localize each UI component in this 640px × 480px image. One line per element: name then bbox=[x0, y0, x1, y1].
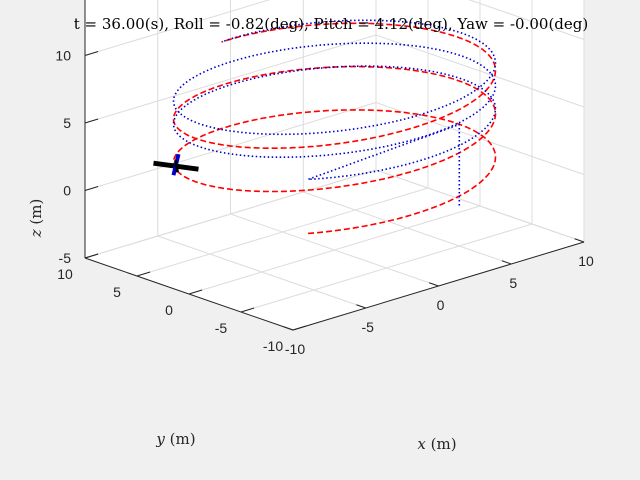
x-tick bbox=[574, 238, 585, 243]
z-gridline bbox=[84, 0, 271, 56]
quadrotor-hub bbox=[173, 159, 179, 173]
y-tick bbox=[188, 289, 203, 295]
z-gridline bbox=[84, 34, 377, 124]
z-gridline bbox=[84, 169, 377, 259]
x-tick-label: 0 bbox=[437, 297, 445, 313]
x-tick-label: 10 bbox=[578, 253, 594, 269]
x-tick-label: -5 bbox=[362, 319, 375, 335]
z-tick-label: 10 bbox=[55, 48, 71, 64]
z-axis-label: z (m) bbox=[27, 199, 45, 239]
x-axis-label: x (m) bbox=[417, 435, 456, 453]
trajectory-series bbox=[172, 19, 497, 235]
z-gridline bbox=[375, 169, 585, 243]
y-tick-label: 5 bbox=[113, 284, 121, 300]
z-tick bbox=[84, 253, 99, 259]
y-tick-label: -5 bbox=[215, 320, 228, 336]
x-tick-label: -10 bbox=[285, 341, 305, 357]
y-gridline bbox=[136, 187, 429, 277]
x-tick bbox=[283, 326, 294, 331]
x-tick bbox=[501, 260, 512, 265]
z-tick-label: 5 bbox=[63, 115, 71, 131]
quadrotor-marker bbox=[153, 153, 199, 176]
y-tick bbox=[292, 325, 307, 331]
series-line-dashed bbox=[172, 22, 497, 235]
z-tick bbox=[84, 51, 99, 56]
z-tick bbox=[84, 186, 99, 191]
y-tick-label: 0 bbox=[165, 302, 173, 318]
z-gridline bbox=[468, 0, 585, 40]
chart-title: t = 36.00(s), Roll = -0.82(deg), Pitch =… bbox=[74, 15, 589, 33]
x-tick bbox=[356, 304, 366, 309]
y-gridline bbox=[240, 223, 533, 313]
y-tick-label: 10 bbox=[57, 266, 73, 282]
x-tick bbox=[428, 282, 439, 287]
y-tick bbox=[136, 271, 151, 277]
x-tick-label: 5 bbox=[509, 275, 517, 291]
axis-labels: t = 36.00(s), Roll = -0.82(deg), Pitch =… bbox=[27, 15, 588, 453]
z-tick-label: 0 bbox=[63, 183, 71, 199]
y-axis-label: y (m) bbox=[155, 430, 195, 448]
y-tick-label: -10 bbox=[263, 338, 283, 354]
series-line-dotted bbox=[172, 19, 497, 206]
y-gridline bbox=[188, 205, 481, 295]
z-gridline bbox=[375, 34, 585, 108]
z-tick-label: -5 bbox=[59, 250, 72, 266]
z-tick bbox=[84, 118, 99, 124]
y-tick bbox=[240, 307, 255, 313]
